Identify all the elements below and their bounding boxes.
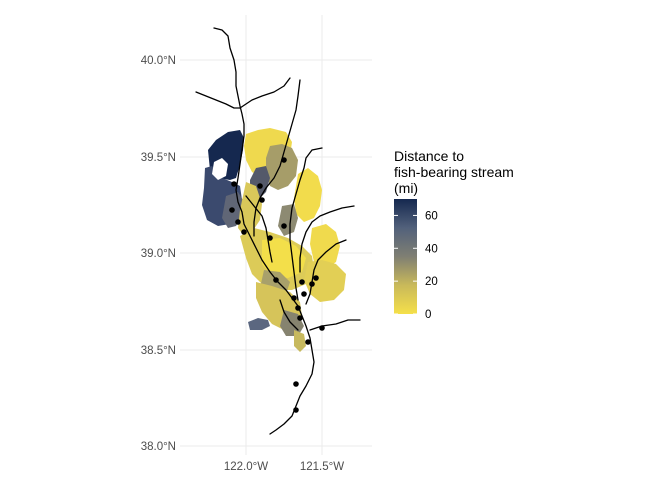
stream-network <box>195 27 361 435</box>
raster-patch-north-grey <box>266 144 298 190</box>
site-point <box>313 275 319 281</box>
lat-label-38-5: 38.5°N <box>141 345 176 357</box>
site-point <box>297 315 303 321</box>
site-point <box>259 197 265 203</box>
stream-west-trib <box>245 195 273 263</box>
legend-tick-label: 60 <box>425 210 438 222</box>
site-point <box>235 219 241 225</box>
legend-title-line-1: Distance to <box>394 148 464 164</box>
site-point <box>293 407 299 413</box>
lat-label-39-5: 39.5°N <box>141 152 176 164</box>
stream-northwest-branch <box>195 91 241 109</box>
raster-patch-mid-basin-light <box>262 238 306 278</box>
site-point <box>319 325 325 331</box>
site-point <box>273 277 279 283</box>
stream-northeast-branch <box>239 77 291 109</box>
site-point <box>257 183 263 189</box>
site-point <box>295 305 301 311</box>
site-point <box>299 279 305 285</box>
lat-label-40: 40.0°N <box>141 55 176 67</box>
legend-title-line-3: (mi) <box>394 180 418 196</box>
legend-title-line-2: fish-bearing stream <box>394 164 514 180</box>
stream-east-3 <box>305 239 347 305</box>
legend: Distance to fish-bearing stream (mi) 60 4… <box>394 148 514 321</box>
site-point <box>229 207 235 213</box>
stream-south-west <box>279 299 299 331</box>
site-point <box>231 181 237 187</box>
site-point <box>281 157 287 163</box>
site-point <box>293 381 299 387</box>
lat-label-38: 38.0°N <box>141 441 176 453</box>
site-point <box>267 235 273 241</box>
lon-label-122: 122.0°W <box>224 461 268 473</box>
raster-gap <box>212 158 228 180</box>
site-point <box>305 339 311 345</box>
stream-main-north <box>213 27 315 435</box>
longitude-axis: 122.0°W 121.5°W <box>224 461 344 473</box>
stream-east-2 <box>299 205 355 273</box>
legend-color-bar <box>394 199 417 314</box>
site-point <box>281 223 287 229</box>
site-points <box>229 157 325 413</box>
site-point <box>291 295 297 301</box>
legend-tick-label: 20 <box>425 276 438 288</box>
site-point <box>309 281 315 287</box>
distance-raster <box>202 128 346 352</box>
stream-east-1 <box>289 147 323 301</box>
legend-ticks: 60 40 20 0 <box>394 210 438 321</box>
legend-tick-label: 40 <box>425 243 438 255</box>
raster-patch-east-lower <box>304 260 346 302</box>
lon-label-121-5: 121.5°W <box>300 461 344 473</box>
raster-patch-east-lobe <box>310 224 340 270</box>
raster-patch-east-upper <box>294 168 322 222</box>
legend-tick-label: 0 <box>425 309 431 321</box>
site-point <box>241 229 247 235</box>
latitude-axis: 40.0°N 39.5°N 39.0°N 38.5°N 38.0°N <box>141 55 176 453</box>
stream-southeast <box>309 319 361 331</box>
site-point <box>301 291 307 297</box>
lat-label-39: 39.0°N <box>141 248 176 260</box>
raster-patch-isolated <box>248 318 270 330</box>
raster-patch-south-tail <box>294 330 306 352</box>
raster-patch-east-upper-grey <box>278 204 298 236</box>
